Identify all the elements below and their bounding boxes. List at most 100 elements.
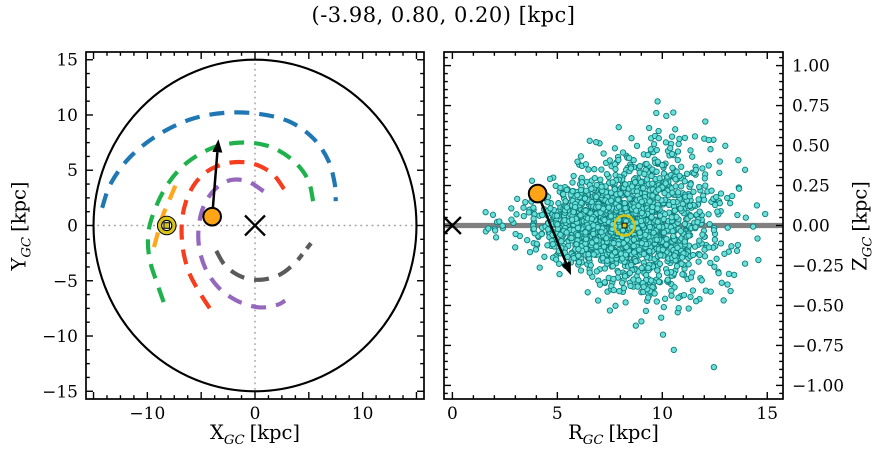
- star-point: [615, 203, 623, 210]
- star-point: [586, 269, 593, 276]
- star-point: [634, 283, 641, 290]
- star-point: [750, 223, 757, 230]
- star-point: [692, 166, 700, 174]
- star-point: [705, 136, 712, 144]
- star-point: [591, 174, 598, 182]
- star-point: [607, 213, 615, 220]
- star-point: [526, 248, 534, 256]
- star-point: [631, 179, 639, 186]
- star-point: [656, 175, 663, 182]
- star-point: [717, 240, 725, 247]
- tick-label: −15: [42, 382, 78, 402]
- star-point: [636, 229, 643, 236]
- star-point: [532, 246, 540, 253]
- star-point: [619, 255, 626, 262]
- star-point: [615, 269, 622, 276]
- star-point: [596, 281, 604, 288]
- star-point: [654, 205, 661, 212]
- star-point: [668, 133, 676, 140]
- star-point: [557, 231, 564, 238]
- star-point: [678, 183, 685, 190]
- star-point: [669, 164, 676, 172]
- star-point: [762, 210, 769, 218]
- star-point: [632, 258, 639, 265]
- star-point: [640, 184, 647, 192]
- star-point: [563, 229, 570, 236]
- star-point: [686, 193, 693, 200]
- star-point: [705, 162, 712, 169]
- star-point: [568, 234, 575, 242]
- spiral-arm-gray-tip: [305, 241, 313, 250]
- spiral-arm-purple: [196, 177, 287, 310]
- velocity-arrow-head: [212, 139, 223, 153]
- star-point: [569, 188, 576, 195]
- star-point: [715, 270, 722, 277]
- star-point: [649, 192, 656, 199]
- star-point: [753, 202, 761, 209]
- star-point: [609, 179, 616, 186]
- star-point: [588, 215, 596, 222]
- star-point: [638, 264, 645, 272]
- star-point: [670, 346, 677, 354]
- star-point: [546, 175, 554, 183]
- x-axis-label-base: X: [209, 421, 224, 444]
- spiral-arm-blue: [100, 110, 338, 209]
- star-point: [597, 176, 604, 183]
- star-point: [661, 295, 669, 302]
- tick-label: −10: [42, 327, 78, 347]
- star-point: [611, 249, 619, 256]
- star-point: [655, 127, 662, 135]
- star-point: [615, 156, 622, 164]
- star-point: [632, 322, 639, 329]
- star-point: [615, 196, 622, 203]
- star-point: [508, 205, 515, 212]
- star-point: [679, 254, 686, 261]
- star-point: [578, 179, 586, 186]
- star-point: [654, 98, 661, 105]
- x-axis-label-unit: [kpc]: [249, 421, 301, 444]
- star-point: [617, 190, 624, 197]
- star-point: [687, 147, 694, 154]
- x-axis-label-left-panel: XGC [kpc]: [86, 421, 424, 448]
- star-point: [654, 218, 661, 225]
- sun-marker: [156, 215, 177, 236]
- star-point: [696, 251, 703, 259]
- star-point: [755, 256, 762, 264]
- star-point: [585, 251, 592, 258]
- star-point: [620, 284, 628, 292]
- tick-label: 0: [447, 404, 458, 424]
- star-point: [714, 208, 721, 215]
- tick-label: 10: [651, 404, 673, 424]
- star-point: [706, 220, 713, 228]
- star-point: [656, 260, 664, 267]
- star-point: [508, 216, 515, 223]
- velocity-arrow-head: [561, 261, 571, 276]
- tick-label: 10: [352, 404, 374, 424]
- star-point: [560, 191, 567, 198]
- star-point: [575, 252, 582, 259]
- star-point: [610, 286, 617, 294]
- star-point: [587, 262, 594, 269]
- star-point: [553, 212, 561, 219]
- star-point: [731, 271, 738, 279]
- star-point: [574, 224, 582, 232]
- star-point: [604, 257, 611, 264]
- star-point: [585, 166, 592, 173]
- star-point: [687, 212, 694, 220]
- star-point: [662, 139, 670, 146]
- y-axis-label-left-panel: YGC [kpc]: [8, 181, 35, 270]
- z-axis-label-subscript: GC: [860, 236, 876, 258]
- star-point: [654, 194, 661, 201]
- star-point: [583, 187, 590, 194]
- star-point: [718, 279, 725, 286]
- star-point: [611, 186, 618, 193]
- star-point: [530, 225, 538, 232]
- star-point: [539, 211, 546, 219]
- star-point: [646, 198, 653, 205]
- star-point: [710, 226, 718, 234]
- y-axis-label-right-panel: ZGC [kpc]: [849, 181, 876, 271]
- star-point: [696, 183, 703, 191]
- x-axis-label-right-panel: RGC [kpc]: [444, 421, 783, 448]
- star-point: [536, 264, 543, 271]
- star-point: [696, 208, 703, 215]
